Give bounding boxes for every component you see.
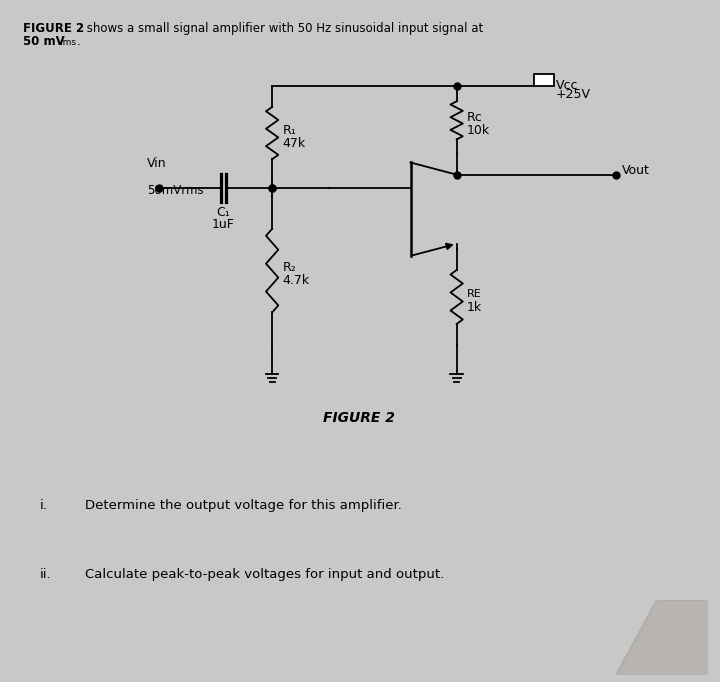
Text: Vcc: Vcc [556,79,579,92]
Text: RE: RE [467,289,482,299]
Text: rms: rms [59,38,76,46]
Text: 10k: 10k [467,124,490,137]
Text: 47k: 47k [282,136,305,150]
Text: 50mVrms: 50mVrms [147,184,204,197]
Text: Vin: Vin [147,157,167,170]
Polygon shape [616,599,708,675]
Text: FIGURE 2: FIGURE 2 [323,411,395,426]
Text: R₁: R₁ [282,123,296,136]
Text: FIGURE 2: FIGURE 2 [23,23,84,35]
Text: i.: i. [40,499,48,512]
Text: Calculate peak-to-peak voltages for input and output.: Calculate peak-to-peak voltages for inpu… [84,568,444,581]
Text: Rc: Rc [467,110,482,124]
Text: 4.7k: 4.7k [282,274,310,287]
Text: ii.: ii. [40,568,51,581]
Text: Determine the output voltage for this amplifier.: Determine the output voltage for this am… [84,499,402,512]
Text: +25V: +25V [556,89,591,102]
Text: R₂: R₂ [282,261,296,274]
Text: Vout: Vout [621,164,649,177]
Text: C₁: C₁ [217,206,230,219]
Text: 1k: 1k [467,301,482,314]
Text: shows a small signal amplifier with 50 Hz sinusoidal input signal at: shows a small signal amplifier with 50 H… [83,23,483,35]
Polygon shape [534,74,554,87]
Text: 50 mV: 50 mV [23,35,65,48]
Text: .: . [76,35,80,48]
Text: 1uF: 1uF [212,218,235,231]
